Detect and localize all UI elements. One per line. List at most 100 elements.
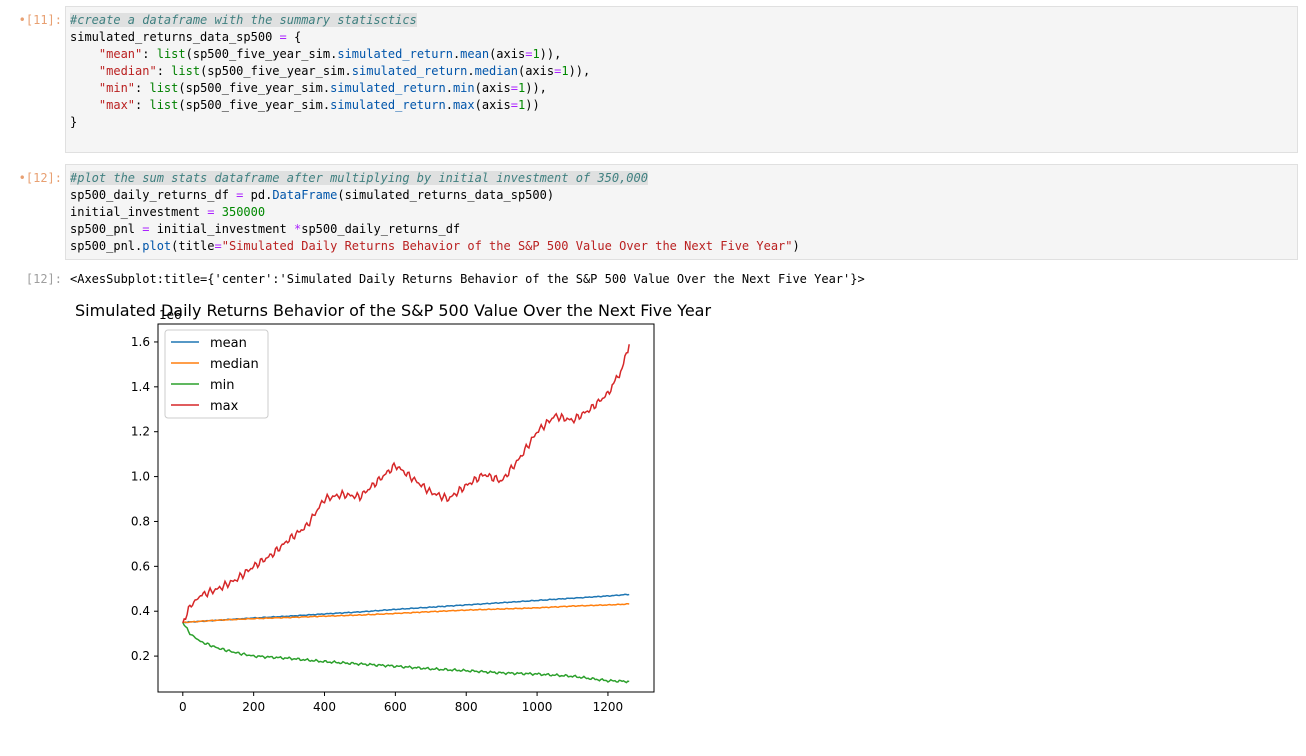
code-line: sp500_daily_returns_df = pd.DataFrame(si… bbox=[70, 187, 1293, 204]
code-token: sp500_pnl bbox=[70, 222, 143, 236]
code-editor-11[interactable]: #create a dataframe with the summary sta… bbox=[65, 6, 1298, 153]
line-chart: Simulated Daily Returns Behavior of the … bbox=[75, 301, 711, 714]
code-token: )), bbox=[539, 47, 562, 61]
code-token: = bbox=[236, 188, 244, 202]
code-token: ) bbox=[792, 239, 800, 253]
legend-label-max: max bbox=[210, 399, 239, 414]
series-line-min bbox=[182, 622, 630, 684]
code-line: sp500_pnl.plot(title="Simulated Daily Re… bbox=[70, 238, 1293, 255]
code-token: list bbox=[171, 64, 201, 78]
cell-prompt-11: •[11]: bbox=[18, 13, 62, 27]
code-token: initial_investment bbox=[70, 205, 208, 219]
series-line-max bbox=[182, 344, 630, 624]
code-cell-12[interactable]: •[12]: #plot the sum stats dataframe aft… bbox=[0, 164, 1306, 260]
code-token: sp500_pnl. bbox=[70, 239, 143, 253]
code-line: "mean": list(sp500_five_year_sim.simulat… bbox=[70, 46, 1293, 63]
plot-area bbox=[157, 323, 655, 693]
code-token bbox=[70, 64, 99, 78]
code-line: "median": list(sp500_five_year_sim.simul… bbox=[70, 63, 1293, 80]
code-token: "min" bbox=[98, 81, 136, 95]
code-token: = bbox=[214, 239, 222, 253]
series-lines bbox=[182, 344, 630, 684]
y-offset-label: 1e6 bbox=[159, 308, 182, 322]
code-token: 1 bbox=[517, 81, 526, 95]
code-token: #plot the sum stats dataframe after mult… bbox=[70, 171, 648, 185]
code-line: simulated_returns_data_sp500 = { bbox=[70, 29, 1293, 46]
code-token: { bbox=[286, 30, 302, 44]
code-token: simulated_return bbox=[351, 64, 468, 78]
legend-label-median: median bbox=[210, 357, 259, 372]
code-token bbox=[70, 81, 99, 95]
code-line: #create a dataframe with the summary sta… bbox=[70, 12, 1293, 29]
x-tick-label: 1000 bbox=[522, 700, 553, 714]
code-line: "max": list(sp500_five_year_sim.simulate… bbox=[70, 97, 1293, 114]
code-token: 1 bbox=[517, 98, 526, 112]
y-tick-label: 1.0 bbox=[131, 470, 150, 484]
code-token: (sp500_five_year_sim. bbox=[178, 81, 331, 95]
code-token: = bbox=[207, 205, 215, 219]
code-token: DataFrame bbox=[272, 188, 338, 202]
chart-title: Simulated Daily Returns Behavior of the … bbox=[75, 301, 711, 320]
code-token: pd. bbox=[243, 188, 273, 202]
code-token: (sp500_five_year_sim. bbox=[178, 98, 331, 112]
code-token: list bbox=[149, 81, 179, 95]
code-line: sp500_pnl = initial_investment *sp500_da… bbox=[70, 221, 1293, 238]
code-token: (axis bbox=[517, 64, 555, 78]
code-token: "max" bbox=[98, 98, 136, 112]
code-token: (sp500_five_year_sim. bbox=[185, 47, 338, 61]
cell-prompt-12: •[12]: bbox=[18, 171, 62, 185]
legend-label-min: min bbox=[210, 378, 235, 393]
x-tick-label: 200 bbox=[242, 700, 265, 714]
output-repr-text: <AxesSubplot:title={'center':'Simulated … bbox=[70, 272, 865, 286]
code-token: . bbox=[445, 81, 453, 95]
code-token: : bbox=[156, 64, 172, 78]
code-token: } bbox=[70, 115, 78, 129]
y-axis: 0.2 0.4 0.6 0.8 1.0 1.2 1.4 1.6 bbox=[131, 335, 158, 663]
code-line: "min": list(sp500_five_year_sim.simulate… bbox=[70, 80, 1293, 97]
series-line-median bbox=[182, 603, 630, 624]
x-tick-label: 600 bbox=[384, 700, 407, 714]
code-token: plot bbox=[142, 239, 172, 253]
code-token: sp500_daily_returns_df bbox=[301, 222, 461, 236]
code-token: "Simulated Daily Returns Behavior of the… bbox=[221, 239, 793, 253]
code-token: : bbox=[142, 47, 157, 61]
x-tick-label: 0 bbox=[179, 700, 187, 714]
code-token: )), bbox=[525, 81, 547, 95]
x-axis: 0 200 400 600 800 1000 1200 bbox=[179, 692, 623, 714]
code-line: } bbox=[70, 114, 1293, 131]
code-token: "median" bbox=[98, 64, 157, 78]
code-token: (simulated_returns_data_sp500) bbox=[337, 188, 555, 202]
code-line: #plot the sum stats dataframe after mult… bbox=[70, 170, 1293, 187]
code-token: min bbox=[452, 81, 475, 95]
code-token: 1 bbox=[532, 47, 540, 61]
code-token: )) bbox=[525, 98, 540, 112]
code-token: list bbox=[156, 47, 186, 61]
y-tick-label: 0.8 bbox=[131, 514, 150, 528]
code-token: * bbox=[293, 222, 302, 236]
code-editor-12[interactable]: #plot the sum stats dataframe after mult… bbox=[65, 164, 1298, 260]
code-token: )), bbox=[568, 64, 591, 78]
code-token: . bbox=[452, 47, 461, 61]
code-token: = bbox=[510, 81, 518, 95]
code-token: = bbox=[510, 98, 518, 112]
y-tick-label: 1.6 bbox=[131, 335, 150, 349]
code-token: median bbox=[474, 64, 518, 78]
legend-label-mean: mean bbox=[210, 336, 247, 351]
x-tick-label: 400 bbox=[313, 700, 336, 714]
code-token: 350000 bbox=[221, 205, 266, 219]
code-token: simulated_return bbox=[330, 98, 446, 112]
code-token: 1 bbox=[561, 64, 569, 78]
unsaved-marker: • bbox=[18, 171, 26, 185]
code-cell-11[interactable]: •[11]: #create a dataframe with the summ… bbox=[0, 6, 1306, 153]
y-tick-label: 1.2 bbox=[131, 425, 150, 439]
code-token: mean bbox=[460, 47, 490, 61]
code-token: = bbox=[525, 47, 533, 61]
code-token: . bbox=[467, 64, 475, 78]
output-area-12: [12]: <AxesSubplot:title={'center':'Simu… bbox=[0, 270, 1306, 736]
code-token bbox=[215, 205, 222, 219]
y-tick-label: 0.6 bbox=[131, 559, 150, 573]
code-token bbox=[70, 47, 99, 61]
legend-box bbox=[164, 329, 269, 419]
code-token: (axis bbox=[474, 81, 511, 95]
code-token: simulated_return bbox=[330, 81, 446, 95]
